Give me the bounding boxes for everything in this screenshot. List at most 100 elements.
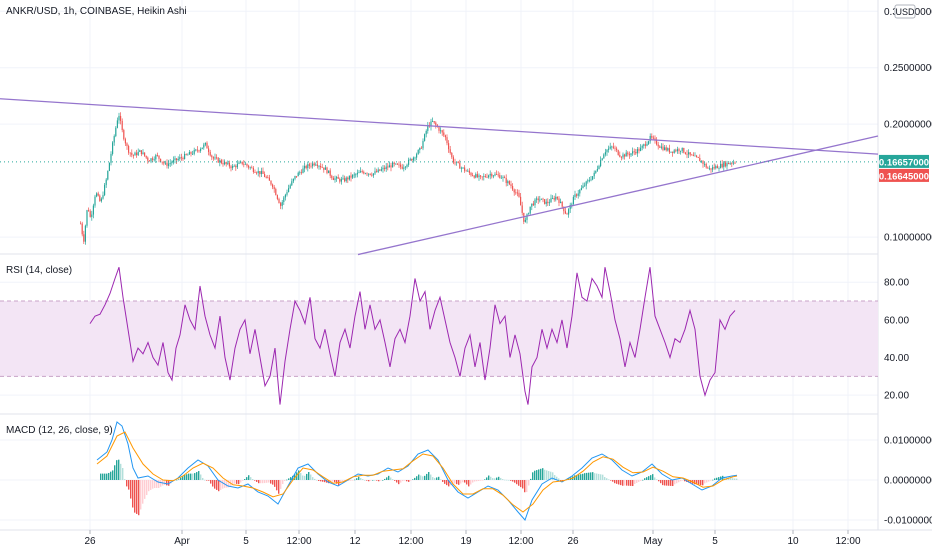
candle-body	[166, 162, 168, 166]
rsi-tick-label: 80.00	[884, 278, 909, 289]
macd-axis[interactable]: 0.01000000 0.00000000 -0.01000000	[884, 436, 932, 527]
candle-body	[320, 166, 322, 168]
macd-histogram-bar	[708, 480, 710, 482]
candle-body	[518, 192, 520, 197]
candle-body	[256, 172, 258, 174]
macd-histogram-bar	[648, 476, 650, 480]
candle-body	[558, 198, 560, 203]
candle-body	[473, 175, 475, 178]
candle-body	[312, 163, 314, 167]
candle-body	[640, 147, 642, 151]
macd-histogram-bar	[268, 480, 270, 483]
candle-body	[600, 160, 602, 167]
candle-body	[329, 170, 331, 176]
candle-body	[176, 158, 178, 161]
candle-body	[654, 138, 656, 140]
candle-body	[208, 148, 210, 152]
candle-body	[651, 135, 653, 138]
candle-body	[278, 198, 280, 204]
candle-body	[339, 178, 341, 182]
candle-body	[416, 154, 418, 158]
trendline-resistance[interactable]	[0, 98, 879, 155]
macd-histogram-bar	[122, 468, 124, 480]
trendline-support[interactable]	[357, 135, 879, 256]
macd-histogram-bar	[498, 476, 500, 480]
macd-histogram-bar	[540, 468, 542, 480]
candle-body	[177, 158, 179, 161]
macd-histogram-bar	[200, 474, 202, 480]
macd-histogram-bar	[232, 480, 234, 485]
macd-histogram-bar	[402, 480, 404, 482]
candle-body	[564, 211, 566, 214]
macd-histogram-bar	[302, 475, 304, 480]
candle-body	[332, 178, 334, 180]
macd-histogram-bar	[618, 480, 620, 485]
candle-body	[264, 173, 266, 177]
candle-body	[238, 162, 240, 164]
macd-histogram-bar	[312, 477, 314, 480]
candle-body	[387, 166, 389, 168]
candle-body	[507, 181, 509, 183]
macd-histogram-bar	[374, 480, 376, 481]
candle-body	[574, 194, 576, 197]
chart-title: ANKR/USD, 1h, COINBASE, Heikin Ashi	[6, 6, 187, 17]
macd-histogram-bar	[392, 479, 394, 480]
candle-body	[499, 174, 501, 179]
candle-body	[217, 157, 219, 163]
macd-histogram-bar	[602, 474, 604, 480]
time-axis[interactable]: 26 Apr 5 12:00 12 12:00 19 12:00 26 May 5 10 12:00	[84, 530, 861, 547]
candle-body	[670, 151, 672, 153]
candle-body	[171, 162, 173, 164]
macd-histogram-bar	[142, 480, 144, 504]
candle-body	[174, 158, 176, 160]
macd-histogram-bar	[488, 475, 490, 480]
macd-histogram-bar	[478, 480, 480, 481]
candle-body	[545, 201, 547, 204]
macd-histogram-bar	[258, 480, 260, 484]
rsi-axis[interactable]: 80.00 60.00 40.00 20.00	[884, 278, 909, 402]
candle-body	[275, 189, 277, 196]
candle-body	[720, 163, 722, 169]
candle-body	[288, 188, 290, 193]
macd-histogram-bar	[718, 477, 720, 480]
macd-histogram-bar	[430, 474, 432, 480]
macd-histogram-bar	[352, 480, 354, 481]
candle-body	[673, 150, 675, 153]
macd-histogram-bar	[306, 473, 308, 480]
candle-body	[99, 195, 101, 202]
candle-body	[385, 166, 387, 170]
candle-body	[232, 165, 234, 169]
candle-body	[211, 155, 213, 158]
candle-body	[321, 167, 323, 168]
candle-body	[235, 165, 237, 168]
candle-body	[305, 165, 307, 169]
candle-body	[276, 195, 278, 199]
macd-histogram-bar	[652, 474, 654, 480]
candle-body	[713, 167, 715, 169]
macd-histogram-bar	[372, 480, 374, 481]
candle-body	[396, 163, 398, 165]
macd-histogram-bar	[580, 474, 582, 480]
candle-body	[310, 165, 312, 167]
macd-histogram-bar	[646, 477, 648, 480]
candle-body	[128, 146, 130, 153]
macd-histogram-bar	[320, 480, 322, 482]
candle-body	[491, 173, 493, 177]
candle-body	[678, 149, 680, 152]
candle-body	[497, 174, 499, 176]
macd-histogram-bar	[116, 460, 118, 480]
macd-histogram-bar	[714, 478, 716, 480]
candle-body	[520, 196, 522, 206]
currency-button[interactable]: USD	[894, 4, 916, 19]
macd-histogram-bar	[414, 477, 416, 480]
candle-body	[715, 166, 717, 169]
macd-histogram-bar	[394, 480, 396, 481]
candle-body	[652, 137, 654, 139]
macd-histogram-bar	[528, 480, 530, 486]
macd-histogram-bar	[138, 480, 140, 516]
macd-histogram-bar	[166, 480, 168, 486]
candle-body	[198, 150, 200, 152]
candle-body	[355, 174, 357, 176]
last-price-label: 0.16657000	[879, 157, 929, 168]
candle-body	[219, 160, 221, 163]
